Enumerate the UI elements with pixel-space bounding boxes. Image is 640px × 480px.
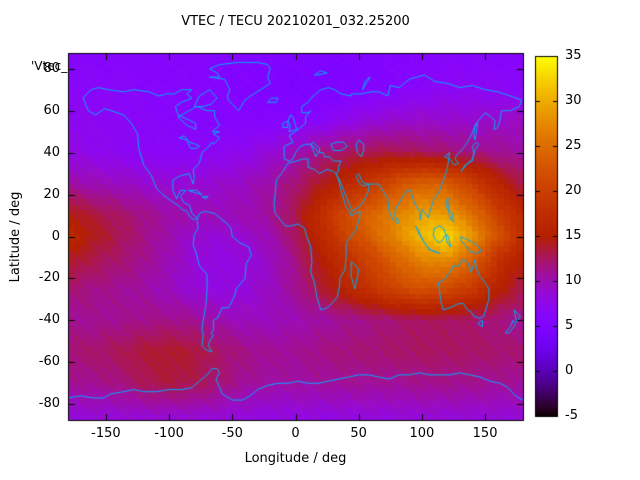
x-tick-label: 0	[291, 426, 300, 441]
legend-key: 'Vtec_	[31, 59, 68, 73]
x-tick-label: 100	[409, 426, 435, 441]
colorbar-tick-label: 5	[565, 318, 574, 333]
x-tick-label: 150	[472, 426, 498, 441]
y-tick-label: -80	[38, 396, 60, 412]
y-tick-label: 20	[43, 186, 60, 202]
y-tick-label: 80	[43, 60, 60, 76]
y-tick-label: -40	[38, 312, 60, 328]
y-tick-label: 0	[51, 228, 60, 244]
x-tick-label: -50	[221, 426, 243, 441]
y-tick-label: -60	[38, 354, 60, 370]
colorbar-tick-label: 30	[565, 93, 582, 108]
colorbar-tick-label: 15	[565, 228, 582, 243]
y-tick-label: 60	[43, 102, 60, 118]
y-tick-label: 40	[43, 144, 60, 160]
colorbar-tick-label: -5	[565, 408, 578, 423]
x-axis-label: Longitude / deg	[244, 451, 347, 466]
colorbar-tick-label: 20	[565, 183, 582, 198]
colorbar-tick-label: 35	[565, 48, 582, 63]
colorbar-tick-label: 0	[565, 363, 574, 378]
x-tick-label: 50	[350, 426, 367, 441]
chart-title: VTEC / TECU 20210201_032.25200	[181, 14, 410, 29]
colorbar-tick-label: 25	[565, 138, 582, 153]
y-tick-label: -20	[38, 270, 60, 286]
colorbar-tick-label: 10	[565, 273, 582, 288]
x-tick-label: -150	[91, 426, 121, 441]
x-tick-label: -100	[154, 426, 184, 441]
